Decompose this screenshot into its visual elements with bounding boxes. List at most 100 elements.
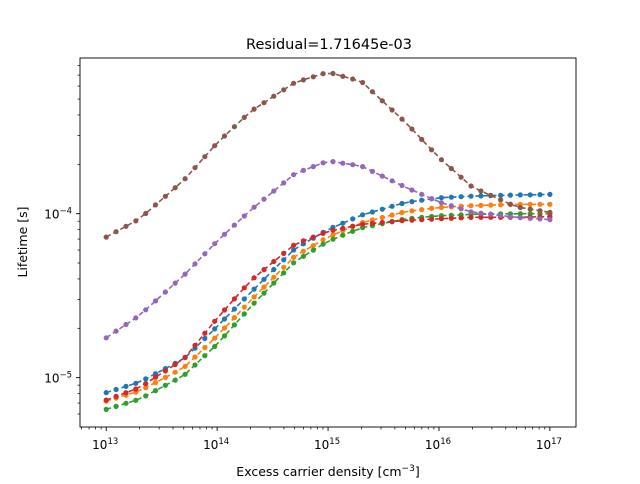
series-3-point [330, 236, 336, 242]
series-5-point [448, 203, 454, 209]
series-5-point [113, 328, 119, 334]
series-2-point [419, 207, 425, 213]
series-5-point [143, 307, 149, 313]
x-tick-label: 1013 [92, 437, 118, 452]
series-1-point [212, 326, 218, 332]
series-1-point [369, 209, 375, 215]
series-2-point [547, 201, 553, 207]
series-4-point [438, 216, 444, 222]
series-2-point [192, 354, 198, 360]
series-3-point [300, 253, 306, 259]
series-3-point [340, 232, 346, 238]
series-5-point [547, 217, 553, 223]
x-tick-label: 1015 [314, 437, 340, 452]
series-6-point [350, 76, 356, 82]
y-tick-label: 10−4 [44, 207, 72, 222]
series-2-point [409, 208, 415, 214]
series-2-point [172, 369, 178, 375]
series-4-point [241, 285, 247, 291]
series-4-point [330, 227, 336, 233]
series-2-point [310, 243, 316, 249]
series-2-point [330, 232, 336, 238]
series-2-point [221, 325, 228, 331]
series-5-point [231, 222, 237, 228]
series-3-point [182, 371, 188, 377]
series-6-point [320, 71, 326, 77]
series-1-point [360, 212, 366, 218]
series-4-point [261, 267, 267, 273]
series-2-point [478, 202, 484, 208]
series-5-point [310, 164, 316, 170]
series-2-point [231, 315, 237, 321]
series-1-point [231, 306, 237, 312]
series-2-point [143, 385, 149, 391]
series-1-point [389, 203, 395, 209]
series-5-point [527, 215, 533, 221]
series-6-point [271, 93, 277, 99]
series-5-point [133, 315, 139, 321]
series-6-point [291, 80, 297, 86]
y-axis-label: Lifetime [s] [15, 206, 30, 277]
series-6-point [458, 174, 464, 180]
series-5-point [419, 191, 425, 197]
axes-layer: 1013 1014 1015 1016 1017 10−5 10−4 [44, 57, 577, 452]
series-4-point [192, 342, 198, 348]
series-1-point [123, 383, 129, 389]
series-4-point [379, 219, 385, 226]
series-1-point [271, 266, 277, 273]
series-4-point [320, 230, 326, 236]
series-3-point [281, 270, 287, 276]
series-5-point [202, 251, 208, 257]
series-3-point [133, 397, 139, 403]
series-6-point [212, 143, 218, 149]
series-2-point [300, 248, 306, 254]
series-2-point [202, 345, 208, 351]
series-5-point [162, 289, 168, 295]
series-5-point [468, 209, 474, 215]
series-1-point [537, 192, 543, 198]
series-6-point [527, 206, 533, 212]
series-3-point [192, 362, 198, 368]
series-1-point [419, 197, 425, 203]
series-3-point [350, 228, 356, 234]
series-2-point [468, 203, 474, 209]
series-6-point [429, 147, 435, 153]
x-tick-label: 1014 [203, 437, 229, 452]
series-6-point [488, 192, 494, 198]
series-4-point [419, 217, 425, 223]
y-tick-label: 10−5 [44, 371, 72, 386]
series-4-point [202, 330, 208, 336]
series-6-point [498, 197, 504, 203]
series-4-point [231, 296, 237, 302]
series-6-point [438, 157, 444, 163]
series-5-point [291, 172, 297, 178]
series-1-point [448, 194, 454, 200]
series-5-point [281, 180, 287, 186]
series-5-point [369, 168, 375, 174]
series-5-point [399, 182, 405, 189]
series-6-point [281, 87, 287, 93]
series-1-point [103, 390, 109, 396]
series-3-point [291, 260, 297, 266]
series-6-point [261, 100, 267, 106]
series-5-point [360, 164, 366, 170]
series-1-point [547, 191, 553, 197]
series-2-point [281, 264, 287, 270]
series-5-point [103, 335, 109, 341]
series-3-point [231, 322, 237, 328]
series-2-point [261, 284, 267, 290]
series-4-point [143, 381, 149, 387]
series-2-point [527, 201, 533, 207]
series-1-point [113, 386, 119, 393]
series-1-point [507, 192, 513, 198]
series-6-point [507, 201, 513, 207]
series-6-point [192, 165, 198, 171]
series-6-point [202, 154, 208, 160]
series-5-point [507, 214, 513, 220]
series-1-point [468, 193, 474, 199]
series-2-point [399, 209, 405, 216]
series-6-point [330, 70, 336, 77]
series-1-point [379, 206, 385, 212]
